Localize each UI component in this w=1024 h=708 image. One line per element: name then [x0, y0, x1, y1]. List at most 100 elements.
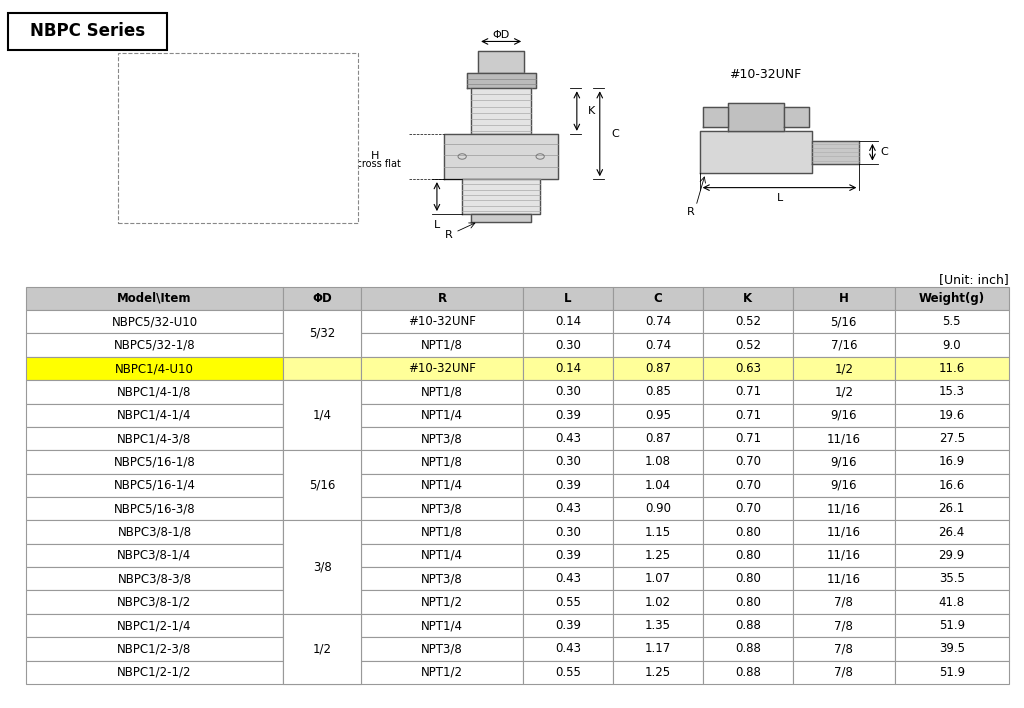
Text: 15.3: 15.3	[939, 385, 965, 399]
Text: 0.39: 0.39	[555, 549, 581, 562]
Text: NPT3/8: NPT3/8	[421, 432, 463, 445]
Polygon shape	[471, 88, 531, 134]
Text: 0.88: 0.88	[735, 666, 761, 679]
Text: NPT1/2: NPT1/2	[421, 595, 463, 609]
Polygon shape	[467, 73, 536, 88]
Text: Model\Item: Model\Item	[117, 292, 191, 305]
Polygon shape	[443, 134, 558, 179]
Text: NBPC5/16-1/8: NBPC5/16-1/8	[114, 455, 196, 469]
Text: NPT3/8: NPT3/8	[421, 642, 463, 656]
Text: 0.71: 0.71	[735, 409, 761, 422]
Text: 1/2: 1/2	[835, 385, 853, 399]
Text: 0.80: 0.80	[735, 572, 761, 586]
Text: ΦD: ΦD	[493, 30, 510, 40]
Polygon shape	[165, 135, 213, 141]
Text: 1.35: 1.35	[645, 619, 671, 632]
Text: Across flat: Across flat	[349, 159, 400, 169]
Text: NBPC1/2-1/2: NBPC1/2-1/2	[117, 666, 191, 679]
Text: NBPC Series: NBPC Series	[30, 22, 145, 40]
Text: NBPC3/8-3/8: NBPC3/8-3/8	[118, 572, 191, 586]
Polygon shape	[471, 214, 531, 222]
Text: NPT1/4: NPT1/4	[421, 409, 463, 422]
Text: #10-32UNF: #10-32UNF	[729, 68, 802, 81]
Text: 35.5: 35.5	[939, 572, 965, 586]
Text: 1.04: 1.04	[645, 479, 671, 492]
Text: L: L	[434, 219, 440, 229]
Text: NBPC5/32-1/8: NBPC5/32-1/8	[114, 338, 196, 352]
Text: 26.1: 26.1	[939, 502, 965, 515]
Text: NPT1/4: NPT1/4	[421, 549, 463, 562]
Text: 27.5: 27.5	[939, 432, 965, 445]
Text: #10-32UNF: #10-32UNF	[409, 362, 476, 375]
Text: NPT1/8: NPT1/8	[421, 455, 463, 469]
Polygon shape	[703, 107, 728, 127]
Text: 0.43: 0.43	[555, 432, 581, 445]
Text: NBPC5/16-1/4: NBPC5/16-1/4	[114, 479, 196, 492]
Polygon shape	[812, 141, 859, 164]
Text: 16.6: 16.6	[939, 479, 965, 492]
Text: 5/16: 5/16	[830, 315, 857, 329]
Text: K: K	[589, 106, 596, 116]
Text: 19.6: 19.6	[939, 409, 965, 422]
Text: C: C	[611, 129, 618, 139]
Text: NPT3/8: NPT3/8	[421, 572, 463, 586]
Text: 0.55: 0.55	[555, 595, 581, 609]
Text: 5/32: 5/32	[309, 327, 336, 340]
Text: 51.9: 51.9	[939, 666, 965, 679]
Text: 0.30: 0.30	[555, 525, 581, 539]
Text: 0.88: 0.88	[735, 642, 761, 656]
Text: 0.14: 0.14	[555, 362, 582, 375]
Text: 7/8: 7/8	[835, 595, 853, 609]
Text: 0.52: 0.52	[735, 338, 761, 352]
Text: 0.71: 0.71	[735, 385, 761, 399]
Text: 0.74: 0.74	[645, 338, 671, 352]
Text: NPT1/4: NPT1/4	[421, 479, 463, 492]
Polygon shape	[462, 179, 540, 214]
Text: NBPC1/4-1/4: NBPC1/4-1/4	[117, 409, 191, 422]
Text: NBPC3/8-1/2: NBPC3/8-1/2	[118, 595, 191, 609]
Text: 0.43: 0.43	[555, 502, 581, 515]
Text: C: C	[653, 292, 663, 305]
Text: 0.70: 0.70	[735, 502, 761, 515]
Text: NPT1/2: NPT1/2	[421, 666, 463, 679]
Polygon shape	[213, 101, 263, 176]
Text: NBPC1/4-3/8: NBPC1/4-3/8	[118, 432, 191, 445]
Text: NPT1/8: NPT1/8	[421, 338, 463, 352]
Polygon shape	[225, 76, 251, 101]
Text: 51.9: 51.9	[939, 619, 965, 632]
Text: 0.70: 0.70	[735, 479, 761, 492]
Text: NBPC3/8-1/8: NBPC3/8-1/8	[118, 525, 191, 539]
Text: 7/8: 7/8	[835, 642, 853, 656]
Text: NPT3/8: NPT3/8	[421, 502, 463, 515]
Text: ΦD: ΦD	[312, 292, 332, 305]
Text: 11/16: 11/16	[826, 525, 861, 539]
Text: 0.14: 0.14	[555, 315, 582, 329]
Text: 0.55: 0.55	[555, 666, 581, 679]
Circle shape	[232, 135, 244, 142]
Text: 0.85: 0.85	[645, 385, 671, 399]
Text: 0.30: 0.30	[555, 338, 581, 352]
Text: 0.88: 0.88	[735, 619, 761, 632]
Text: 9.0: 9.0	[942, 338, 961, 352]
Text: R: R	[437, 292, 446, 305]
Text: 0.87: 0.87	[645, 432, 671, 445]
Text: 0.80: 0.80	[735, 525, 761, 539]
Polygon shape	[263, 111, 322, 165]
Text: 39.5: 39.5	[939, 642, 965, 656]
Text: 1/4: 1/4	[312, 409, 332, 422]
Text: 7/16: 7/16	[830, 338, 857, 352]
Text: H: H	[839, 292, 849, 305]
Text: 5.5: 5.5	[942, 315, 961, 329]
Text: NPT1/8: NPT1/8	[421, 385, 463, 399]
Text: 7/8: 7/8	[835, 666, 853, 679]
Text: L: L	[776, 193, 782, 202]
Text: 1.25: 1.25	[645, 666, 671, 679]
Text: 0.43: 0.43	[555, 572, 581, 586]
Text: NBPC1/2-1/4: NBPC1/2-1/4	[117, 619, 191, 632]
Text: NBPC1/2-3/8: NBPC1/2-3/8	[118, 642, 191, 656]
Text: L: L	[564, 292, 571, 305]
Text: 11/16: 11/16	[826, 502, 861, 515]
Text: 0.30: 0.30	[555, 385, 581, 399]
Text: 26.4: 26.4	[939, 525, 965, 539]
Text: NPT1/4: NPT1/4	[421, 619, 463, 632]
